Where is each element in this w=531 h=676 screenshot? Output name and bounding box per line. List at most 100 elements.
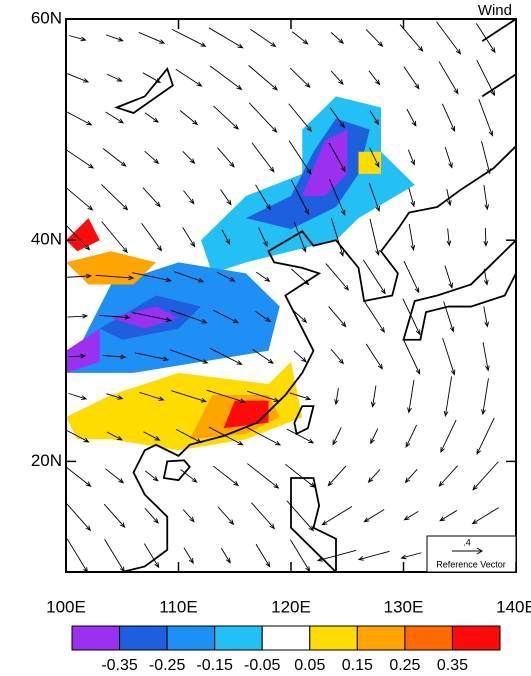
wind-arrow bbox=[66, 224, 91, 251]
reference-vector-box: .4 Reference Vector bbox=[426, 535, 517, 573]
wind-arrow bbox=[105, 34, 124, 42]
wind-arrow bbox=[330, 217, 344, 257]
wind-arrow bbox=[481, 141, 491, 175]
wind-arrow bbox=[288, 140, 312, 175]
wind-arrow bbox=[407, 379, 415, 414]
colorbar-label: 0.35 bbox=[437, 657, 468, 674]
wind-arrow bbox=[142, 72, 162, 84]
wind-arrow bbox=[217, 147, 235, 168]
wind-arrow bbox=[250, 28, 277, 48]
wind-arrow bbox=[68, 392, 88, 400]
colorbar-label: -0.15 bbox=[196, 657, 233, 674]
wind-arrow bbox=[404, 468, 418, 484]
wind-arrow bbox=[141, 222, 163, 252]
wind-arrow bbox=[134, 352, 170, 362]
wind-arrow bbox=[101, 221, 128, 254]
shade-patch bbox=[66, 218, 100, 252]
wind-arrow bbox=[330, 70, 344, 86]
wind-arrow bbox=[180, 469, 198, 483]
wind-arrow bbox=[446, 228, 452, 247]
wind-arrow bbox=[365, 343, 383, 370]
wind-arrow bbox=[213, 309, 240, 324]
wind-arrow bbox=[408, 223, 416, 251]
wind-arrow bbox=[209, 347, 243, 365]
wind-arrow bbox=[169, 349, 209, 364]
wind-arrow bbox=[444, 146, 453, 169]
wind-arrow bbox=[248, 102, 278, 133]
colorbar-label: 0.25 bbox=[389, 657, 420, 674]
wind-arrow bbox=[407, 149, 415, 166]
wind-arrow bbox=[482, 342, 490, 372]
wind-arrow bbox=[441, 103, 456, 133]
wind-arrow bbox=[402, 338, 421, 375]
wind-arrow bbox=[403, 510, 419, 521]
wind-arrow bbox=[439, 510, 458, 522]
wind-arrow bbox=[367, 469, 381, 484]
wind-arrow bbox=[403, 260, 420, 294]
wind-arrow bbox=[247, 390, 280, 402]
wind-arrow bbox=[255, 311, 272, 323]
colorbar-box bbox=[71, 625, 121, 651]
wind-arrow bbox=[443, 301, 455, 333]
wind-arrow bbox=[483, 184, 490, 211]
wind-arrow bbox=[132, 312, 172, 322]
colorbar-box bbox=[214, 625, 263, 651]
wind-arrow bbox=[68, 35, 87, 42]
wind-arrow bbox=[183, 547, 194, 565]
x-tick-label: 110E bbox=[159, 597, 197, 616]
wind-arrow bbox=[208, 27, 244, 49]
wind-arrow bbox=[182, 150, 196, 165]
wind-arrow bbox=[286, 428, 315, 444]
wind-arrow bbox=[285, 463, 316, 488]
wind-arrow bbox=[100, 184, 129, 211]
wind-arrow bbox=[69, 353, 87, 359]
wind-arrow bbox=[252, 349, 274, 364]
wind-arrow bbox=[255, 184, 271, 211]
wind-arrow bbox=[478, 99, 494, 137]
wind-arrow bbox=[143, 543, 160, 569]
wind-arrow bbox=[143, 431, 161, 441]
colorbar-box bbox=[166, 625, 216, 651]
wind-arrow bbox=[357, 550, 390, 561]
wind-arrow bbox=[328, 306, 347, 328]
wind-arrow bbox=[476, 417, 495, 456]
wind-arrow bbox=[220, 189, 232, 206]
wind-arrow bbox=[316, 549, 357, 562]
wind-arrow bbox=[476, 59, 496, 97]
wind-arrow bbox=[293, 221, 307, 253]
wind-arrow bbox=[327, 465, 347, 487]
coastlines bbox=[113, 19, 516, 572]
wind-arrow bbox=[251, 142, 275, 173]
wind-arrow bbox=[103, 503, 126, 529]
wind-arrow bbox=[363, 509, 385, 523]
coastline bbox=[402, 238, 516, 341]
wind-arrow bbox=[330, 32, 345, 45]
colorbar-label: 0.15 bbox=[342, 657, 373, 674]
shade-patch bbox=[111, 306, 179, 329]
wind-arrow bbox=[368, 70, 381, 86]
wind-arrow bbox=[66, 429, 90, 443]
coastline bbox=[481, 19, 516, 98]
wind-arrow bbox=[370, 385, 377, 408]
wind-arrow bbox=[170, 309, 208, 324]
wind-arrow bbox=[405, 424, 418, 448]
wind-arrow bbox=[182, 509, 195, 523]
wind-arrow bbox=[475, 23, 496, 54]
wind-arrow bbox=[369, 110, 380, 126]
map-title: Wind bbox=[478, 2, 512, 19]
wind-arrow bbox=[106, 393, 124, 400]
wind-arrow bbox=[402, 298, 421, 336]
wind-arrow bbox=[293, 350, 307, 363]
wind-arrow bbox=[66, 72, 90, 83]
wind-arrow bbox=[139, 391, 165, 401]
wind-arrow bbox=[245, 426, 282, 446]
wind-arrow bbox=[369, 147, 380, 168]
reference-box bbox=[426, 535, 517, 573]
colorbar-box bbox=[119, 625, 168, 651]
wind-arrow bbox=[436, 21, 462, 55]
wind-arrow bbox=[105, 111, 125, 124]
wind-arrow bbox=[286, 500, 315, 532]
wind-arrow bbox=[220, 547, 231, 564]
colorbar-box bbox=[309, 625, 358, 651]
